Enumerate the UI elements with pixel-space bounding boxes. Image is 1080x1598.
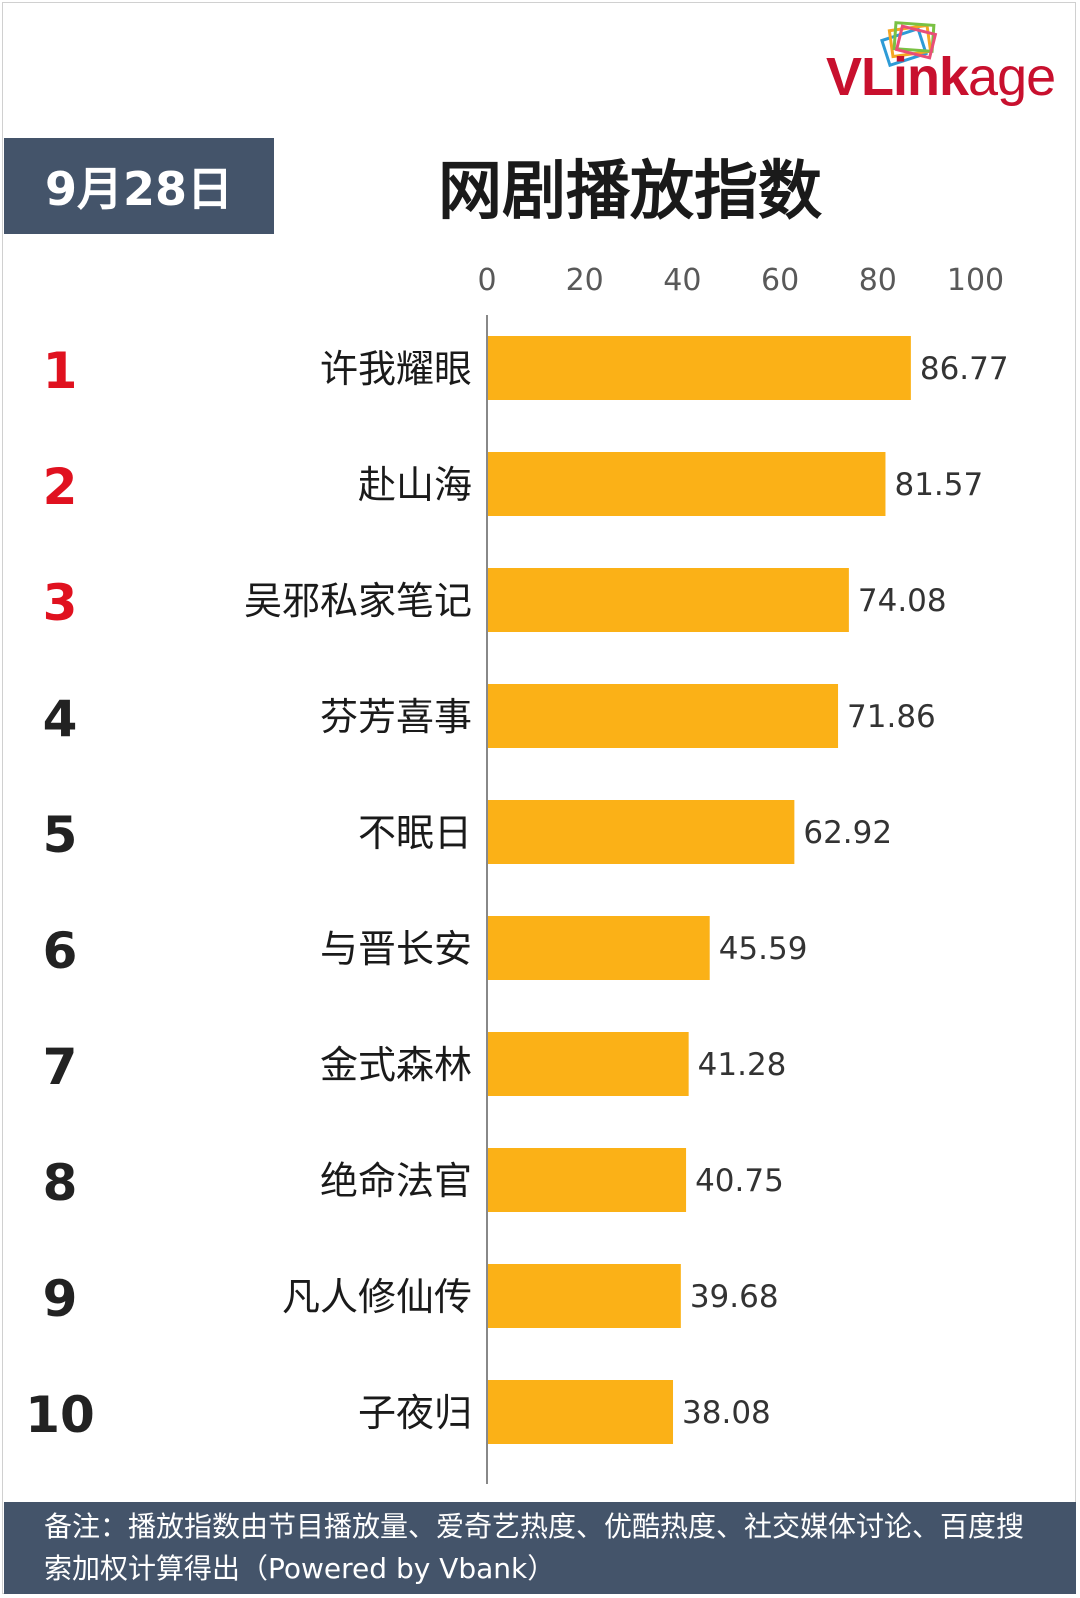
rank-number: 8	[43, 1154, 78, 1212]
bar-value-label: 45.59	[719, 931, 808, 967]
bar	[488, 800, 795, 864]
category-label: 许我耀眼	[320, 347, 472, 391]
bar	[488, 684, 839, 748]
rank-number: 5	[43, 806, 78, 864]
x-tick-label: 20	[566, 263, 604, 298]
bar	[488, 336, 911, 400]
footer-note: 备注：播放指数由节目播放量、爱奇艺热度、优酷热度、社交媒体讨论、百度搜索加权计算…	[4, 1502, 1076, 1594]
category-label: 吴邪私家笔记	[244, 579, 472, 623]
bar-value-label: 74.08	[858, 583, 947, 619]
x-tick-label: 60	[761, 263, 799, 298]
category-label: 子夜归	[358, 1391, 472, 1435]
category-label: 不眠日	[358, 811, 472, 855]
vlinkage-logo-icon	[880, 21, 938, 68]
bar-value-label: 81.57	[894, 467, 983, 503]
bar-value-label: 39.68	[690, 1279, 779, 1315]
bar	[488, 1264, 681, 1328]
bar-value-label: 38.08	[682, 1395, 771, 1431]
rank-number: 3	[43, 574, 78, 632]
x-tick-label: 80	[859, 263, 897, 298]
bar	[488, 1148, 687, 1212]
rank-number: 6	[43, 922, 78, 980]
bar-value-label: 86.77	[920, 351, 1009, 387]
rank-number: 10	[25, 1386, 95, 1444]
date-badge: 9月28日	[4, 138, 274, 234]
category-label: 金式森林	[320, 1043, 472, 1087]
bar-value-label: 40.75	[695, 1163, 784, 1199]
vlinkage-logo: VLinkage	[826, 46, 1056, 108]
rank-number: 4	[43, 690, 78, 748]
rank-number: 1	[43, 342, 78, 400]
bar	[488, 568, 849, 632]
logo-text-tail: age	[968, 47, 1056, 107]
bar-value-label: 41.28	[698, 1047, 787, 1083]
bar-value-label: 71.86	[847, 699, 936, 735]
rank-number: 9	[43, 1270, 78, 1328]
category-label: 凡人修仙传	[282, 1275, 472, 1319]
bar	[488, 1032, 689, 1096]
x-tick-label: 0	[477, 263, 496, 298]
category-label: 绝命法官	[320, 1159, 472, 1203]
bar-value-label: 62.92	[803, 815, 892, 851]
bar	[488, 452, 886, 516]
category-label: 与晋长安	[320, 927, 472, 971]
bar	[488, 1380, 674, 1444]
category-label: 芬芳喜事	[320, 695, 472, 739]
category-label: 赴山海	[358, 463, 472, 507]
x-tick-label: 100	[947, 263, 1004, 298]
rank-number: 2	[43, 458, 78, 516]
bar-chart: 0 20 40 60 80 100 86.77 许我耀眼 1 81.57 赴山海 2 74.08 吴邪私家…	[25, 263, 1009, 1484]
logo-text-main: VLink	[826, 47, 969, 107]
bar	[488, 916, 710, 980]
rank-number: 7	[43, 1038, 78, 1096]
x-tick-label: 40	[663, 263, 701, 298]
chart-title: 网剧播放指数	[438, 155, 822, 229]
